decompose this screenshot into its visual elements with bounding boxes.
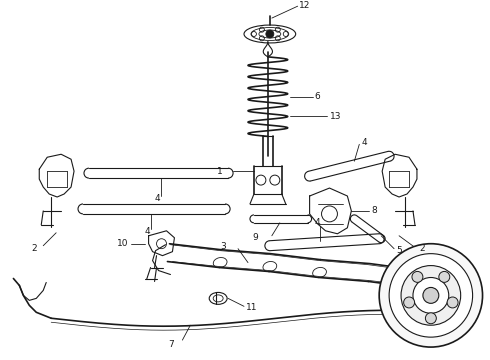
Text: 8: 8 bbox=[371, 206, 377, 215]
Polygon shape bbox=[319, 260, 370, 282]
Text: 1: 1 bbox=[218, 167, 223, 176]
Polygon shape bbox=[220, 250, 270, 271]
Text: 4: 4 bbox=[145, 227, 150, 236]
Circle shape bbox=[412, 271, 423, 282]
Circle shape bbox=[425, 313, 436, 324]
Text: 13: 13 bbox=[329, 112, 341, 121]
Text: 4: 4 bbox=[361, 138, 367, 147]
Text: 5: 5 bbox=[396, 246, 402, 255]
Circle shape bbox=[266, 30, 274, 38]
Circle shape bbox=[447, 297, 458, 308]
Text: 4: 4 bbox=[155, 194, 160, 203]
Circle shape bbox=[423, 287, 439, 303]
Text: 11: 11 bbox=[246, 303, 257, 312]
Polygon shape bbox=[168, 244, 221, 267]
Circle shape bbox=[401, 266, 461, 325]
Circle shape bbox=[379, 244, 483, 347]
Text: 6: 6 bbox=[315, 92, 320, 101]
Circle shape bbox=[439, 271, 450, 282]
Text: 10: 10 bbox=[117, 239, 129, 248]
Text: 2: 2 bbox=[31, 244, 37, 253]
Text: 7: 7 bbox=[169, 339, 174, 348]
Text: 9: 9 bbox=[252, 233, 258, 242]
Text: 3: 3 bbox=[220, 242, 226, 251]
Circle shape bbox=[404, 297, 415, 308]
Text: 12: 12 bbox=[299, 1, 310, 10]
Text: 2: 2 bbox=[419, 244, 424, 253]
Text: 4: 4 bbox=[315, 218, 320, 227]
Polygon shape bbox=[269, 254, 320, 278]
Circle shape bbox=[413, 278, 449, 313]
Circle shape bbox=[389, 254, 473, 337]
Polygon shape bbox=[368, 264, 415, 287]
